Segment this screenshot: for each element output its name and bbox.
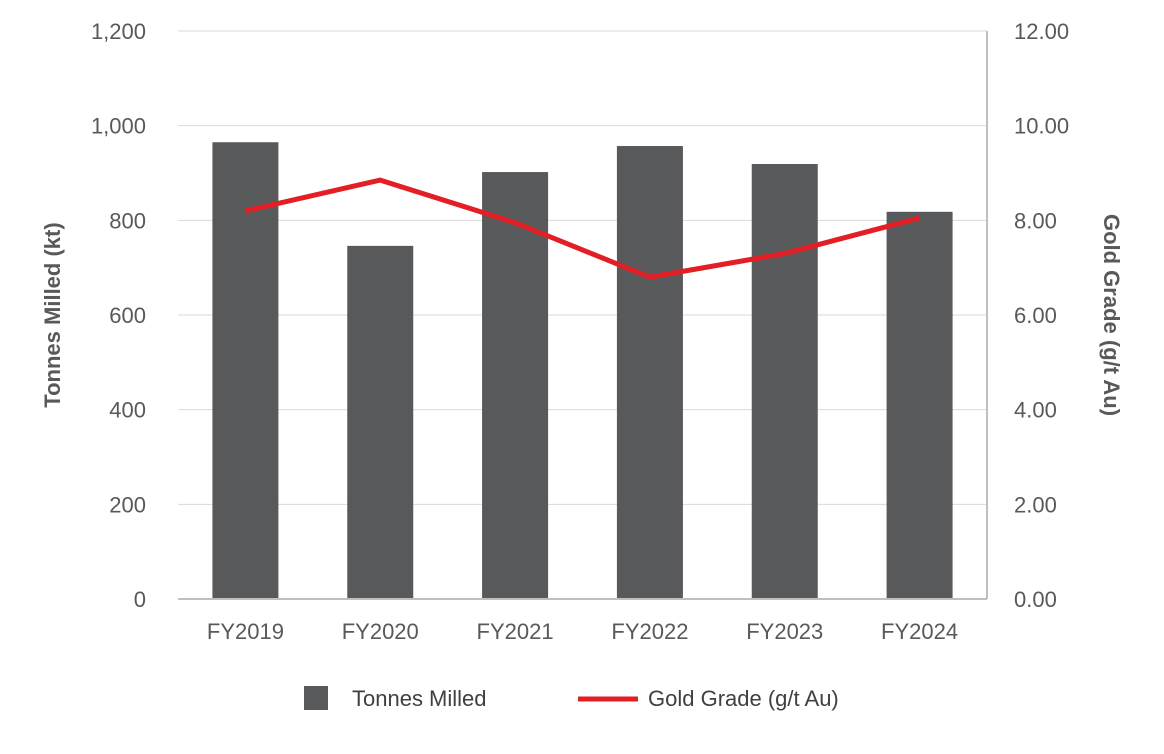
y2-tick-label: 12.00 — [1014, 19, 1069, 44]
bar — [482, 172, 549, 599]
x-tick-label: FY2024 — [881, 619, 958, 644]
y-tick-label: 1,200 — [91, 19, 146, 44]
line-point — [514, 222, 516, 224]
y2-tick-label: 0.00 — [1014, 587, 1057, 612]
legend-label-gold-grade: Gold Grade (g/t Au) — [648, 686, 839, 711]
y-tick-label: 1,000 — [91, 114, 146, 139]
bar — [616, 146, 683, 599]
line-point — [244, 210, 246, 212]
y-tick-label: 600 — [109, 303, 146, 328]
y2-tick-label: 4.00 — [1014, 398, 1057, 423]
x-tick-label: FY2022 — [611, 619, 688, 644]
line-point — [784, 252, 786, 254]
legend-label-tonnes-milled: Tonnes Milled — [352, 686, 487, 711]
line-point — [379, 179, 381, 181]
bar — [212, 142, 279, 599]
y2-tick-label: 2.00 — [1014, 492, 1057, 517]
y-tick-label: 0 — [134, 587, 146, 612]
line-series — [244, 177, 921, 280]
bar — [347, 245, 414, 600]
bar — [751, 164, 818, 600]
y-tick-label: 800 — [109, 208, 146, 233]
x-tick-label: FY2021 — [477, 619, 554, 644]
y2-axis-title: Gold Grade (g/t Au) — [1099, 214, 1124, 416]
y2-tick-label: 10.00 — [1014, 114, 1069, 139]
axes — [178, 31, 988, 600]
tick-labels: 0 0.00 200 2.00 400 4.00 600 6.00 800 8.00 1,000 10… — [91, 19, 1069, 644]
line-point — [919, 217, 921, 219]
x-tick-label: FY2019 — [207, 619, 284, 644]
y-tick-label: 400 — [109, 398, 146, 423]
y2-tick-label: 8.00 — [1014, 208, 1057, 233]
bar — [886, 211, 953, 599]
y-axis-title: Tonnes Milled (kt) — [40, 222, 65, 407]
bar-series — [212, 142, 953, 600]
x-tick-label: FY2023 — [746, 619, 823, 644]
y2-tick-label: 6.00 — [1014, 303, 1057, 328]
x-tick-label: FY2020 — [342, 619, 419, 644]
legend-swatch-tonnes-milled — [304, 686, 328, 710]
y-tick-label: 200 — [109, 492, 146, 517]
line-series-path — [244, 177, 921, 280]
line-point — [649, 276, 651, 278]
legend: Tonnes Milled Gold Grade (g/t Au) — [304, 686, 839, 711]
gridlines — [178, 30, 987, 505]
